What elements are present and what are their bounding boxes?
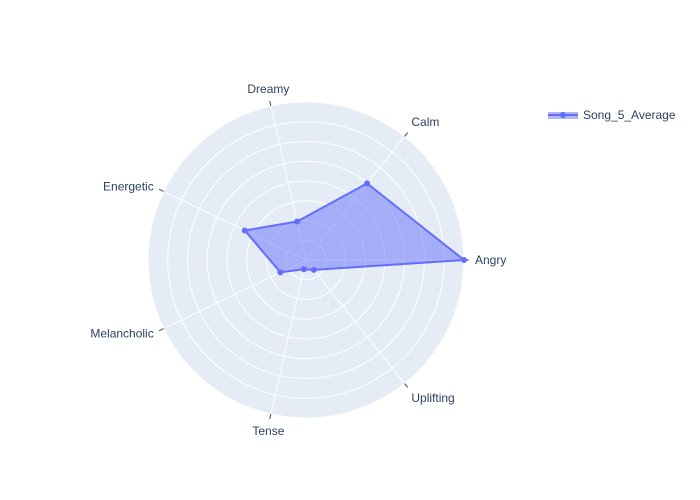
angular-tick: [269, 100, 272, 107]
angular-tick: [158, 328, 164, 332]
data-point-melancholic: [277, 269, 284, 276]
angular-tick: [158, 188, 164, 192]
axis-label-melancholic: Melancholic: [90, 326, 153, 340]
data-point-energetic: [241, 227, 248, 234]
angular-tick: [269, 413, 272, 420]
data-point-angry: [461, 257, 467, 263]
axis-label-dreamy: Dreamy: [247, 82, 289, 96]
series-layer: [241, 180, 467, 276]
angular-ticks: [158, 100, 469, 420]
axis-label-tense: Tense: [252, 424, 284, 438]
grid-spoke: [305, 259, 405, 384]
legend[interactable]: Song_5_Average: [548, 108, 676, 122]
angular-tick: [404, 132, 409, 137]
legend-marker: [560, 112, 566, 118]
legend-label: Song_5_Average: [583, 108, 676, 122]
angular-tick: [404, 383, 409, 388]
angular-labels: Angry Calm Dreamy Energetic Melancholic Tense…: [90, 82, 506, 438]
axis-label-uplifting: Uplifting: [411, 391, 454, 405]
data-point-uplifting: [310, 266, 317, 273]
data-point-tense: [300, 266, 307, 273]
data-point-dreamy: [294, 218, 301, 225]
grid-spoke: [270, 259, 307, 415]
axis-label-energetic: Energetic: [103, 180, 154, 194]
axis-label-angry: Angry: [475, 253, 506, 267]
data-point-calm: [364, 180, 371, 187]
axis-label-calm: Calm: [411, 115, 439, 129]
